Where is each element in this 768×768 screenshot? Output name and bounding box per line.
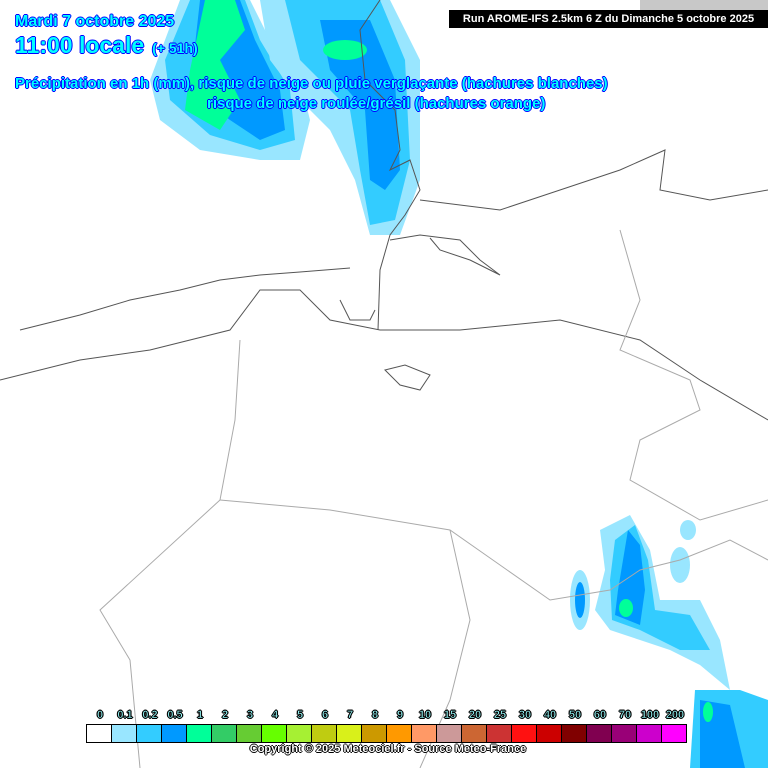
legend-item: 25 — [486, 705, 512, 743]
legend-swatch — [636, 724, 662, 743]
legend-label: 15 — [443, 709, 457, 722]
legend-swatch — [661, 724, 687, 743]
legend-label: 200 — [665, 709, 685, 722]
legend-item: 8 — [361, 705, 387, 743]
coastlines-borders — [0, 0, 768, 421]
legend-swatch — [86, 724, 112, 743]
map-title-line1: Précipitation en 1h (mm), risque de neig… — [15, 75, 609, 93]
legend-label: 2 — [221, 709, 229, 722]
legend-swatch — [511, 724, 537, 743]
lead-time: (+ 51h) — [152, 40, 199, 57]
legend-swatch — [286, 724, 312, 743]
legend-label: 100 — [640, 709, 660, 722]
legend-label: 0.1 — [117, 709, 133, 722]
legend-label: 3 — [246, 709, 254, 722]
legend-swatch — [111, 724, 137, 743]
legend-swatch — [136, 724, 162, 743]
legend-swatch — [536, 724, 562, 743]
legend-swatch — [461, 724, 487, 743]
precip-north-sea — [150, 0, 420, 235]
legend-label: 1 — [196, 709, 204, 722]
run-info-banner: Run AROME-IFS 2.5km 6 Z du Dimanche 5 oc… — [449, 10, 768, 28]
legend-swatch — [436, 724, 462, 743]
legend-swatch — [161, 724, 187, 743]
legend-label: 0.2 — [142, 709, 158, 722]
color-legend: 0 0.1 0.2 0.5 1 2 3 4 5 6 7 8 9 10 15 20 25 30 40 50 60 70 100… — [86, 705, 687, 743]
legend-item: 200 — [661, 705, 687, 743]
legend-item: 60 — [586, 705, 612, 743]
legend-item: 0.2 — [136, 705, 162, 743]
legend-swatch — [186, 724, 212, 743]
legend-swatch — [561, 724, 587, 743]
legend-item: 0 — [86, 705, 112, 743]
legend-swatch — [361, 724, 387, 743]
legend-swatch — [386, 724, 412, 743]
legend-swatch — [611, 724, 637, 743]
legend-swatch — [211, 724, 237, 743]
legend-label: 20 — [468, 709, 482, 722]
legend-label: 5 — [296, 709, 304, 722]
legend-item: 15 — [436, 705, 462, 743]
legend-swatch — [486, 724, 512, 743]
legend-swatch — [261, 724, 287, 743]
out-of-domain-area — [640, 0, 768, 10]
legend-label: 50 — [568, 709, 582, 722]
legend-item: 0.5 — [161, 705, 187, 743]
legend-item: 7 — [336, 705, 362, 743]
legend-label: 7 — [346, 709, 354, 722]
local-time: 11:00 locale — [14, 32, 145, 59]
legend-label: 25 — [493, 709, 507, 722]
legend-label: 0.5 — [167, 709, 183, 722]
map-title-line2: risque de neige roulée/grésil (hachures … — [206, 95, 546, 113]
legend-item: 10 — [411, 705, 437, 743]
precip-alps — [570, 515, 768, 768]
forecast-time: 11:00 locale (+ 51h) — [14, 32, 199, 59]
copyright: Copyright © 2025 Meteociel.fr - Source M… — [249, 743, 527, 755]
legend-label: 0 — [96, 709, 104, 722]
legend-swatch — [586, 724, 612, 743]
legend-label: 70 — [618, 709, 632, 722]
legend-swatch — [311, 724, 337, 743]
legend-item: 70 — [611, 705, 637, 743]
legend-label: 10 — [418, 709, 432, 722]
legend-label: 4 — [271, 709, 279, 722]
legend-swatch — [336, 724, 362, 743]
legend-label: 8 — [371, 709, 379, 722]
legend-label: 40 — [543, 709, 557, 722]
legend-swatch — [411, 724, 437, 743]
forecast-date: Mardi 7 octobre 2025 — [14, 13, 175, 31]
legend-item: 5 — [286, 705, 312, 743]
legend-label: 6 — [321, 709, 329, 722]
legend-swatch — [236, 724, 262, 743]
legend-label: 30 — [518, 709, 532, 722]
legend-label: 9 — [396, 709, 404, 722]
legend-item: 0.1 — [111, 705, 137, 743]
legend-item: 100 — [636, 705, 662, 743]
legend-label: 60 — [593, 709, 607, 722]
country-borders — [99, 229, 768, 768]
